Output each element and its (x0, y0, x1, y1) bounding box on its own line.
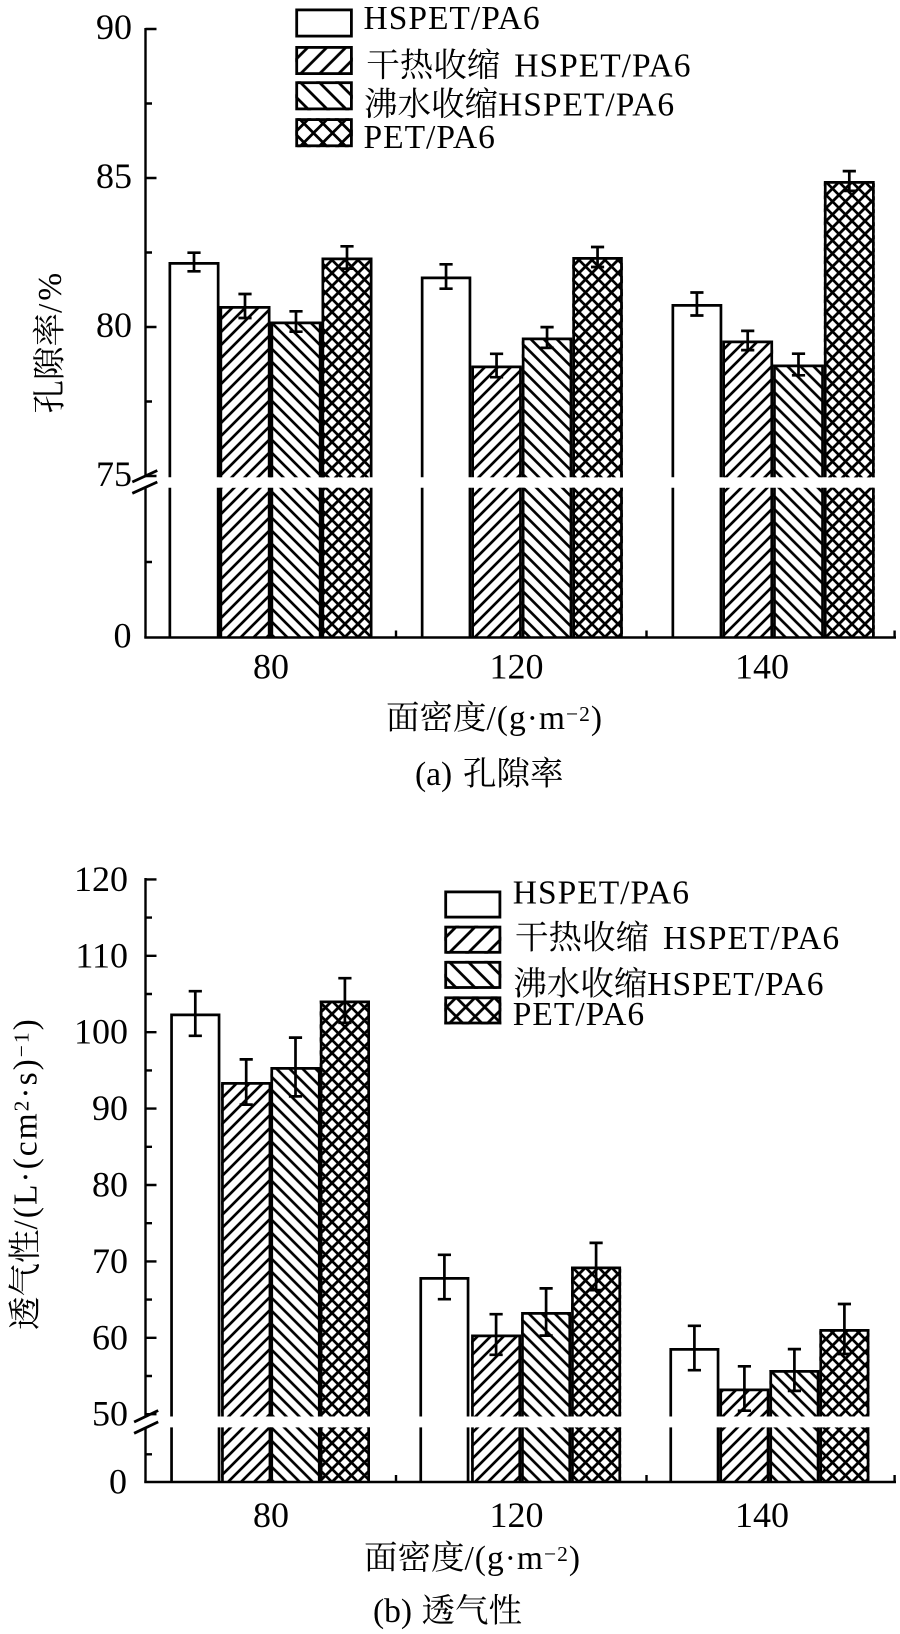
svg-text:90: 90 (92, 1088, 128, 1128)
svg-text:50: 50 (92, 1394, 128, 1434)
svg-text:120: 120 (490, 1495, 544, 1535)
svg-text:90: 90 (96, 7, 132, 47)
svg-text:140: 140 (735, 647, 789, 687)
svg-text:80: 80 (253, 1495, 289, 1535)
svg-text:60: 60 (92, 1317, 128, 1357)
svg-text:/(g·m−2): /(g·m−2) (487, 700, 603, 737)
svg-text:(b): (b) (373, 1593, 412, 1630)
svg-text:85: 85 (96, 156, 132, 196)
svg-text:HSPET/PA6: HSPET/PA6 (364, 0, 541, 37)
svg-text:(a): (a) (415, 756, 452, 793)
svg-text:HSPET/PA6: HSPET/PA6 (513, 874, 690, 911)
svg-text:120: 120 (490, 647, 544, 687)
svg-text:80: 80 (253, 647, 289, 687)
svg-text:80: 80 (92, 1165, 128, 1205)
svg-text:HSPET/PA6: HSPET/PA6 (663, 920, 840, 957)
svg-text:75: 75 (96, 454, 132, 494)
svg-text:PET/PA6: PET/PA6 (513, 996, 645, 1033)
svg-text:110: 110 (75, 935, 128, 975)
svg-text:HSPET/PA6: HSPET/PA6 (647, 966, 824, 1003)
svg-text:140: 140 (735, 1495, 789, 1535)
svg-text:/(g·m−2): /(g·m−2) (465, 1540, 581, 1577)
svg-text:HSPET/PA6: HSPET/PA6 (498, 87, 675, 124)
svg-text:120: 120 (74, 859, 128, 899)
svg-text:80: 80 (96, 305, 132, 345)
svg-text:HSPET/PA6: HSPET/PA6 (514, 48, 691, 85)
svg-text:70: 70 (92, 1241, 128, 1281)
svg-text:0: 0 (114, 616, 132, 656)
svg-text:0: 0 (109, 1462, 127, 1502)
svg-text:/%: /% (32, 270, 69, 313)
svg-text:PET/PA6: PET/PA6 (364, 119, 496, 156)
svg-text:100: 100 (74, 1012, 128, 1052)
